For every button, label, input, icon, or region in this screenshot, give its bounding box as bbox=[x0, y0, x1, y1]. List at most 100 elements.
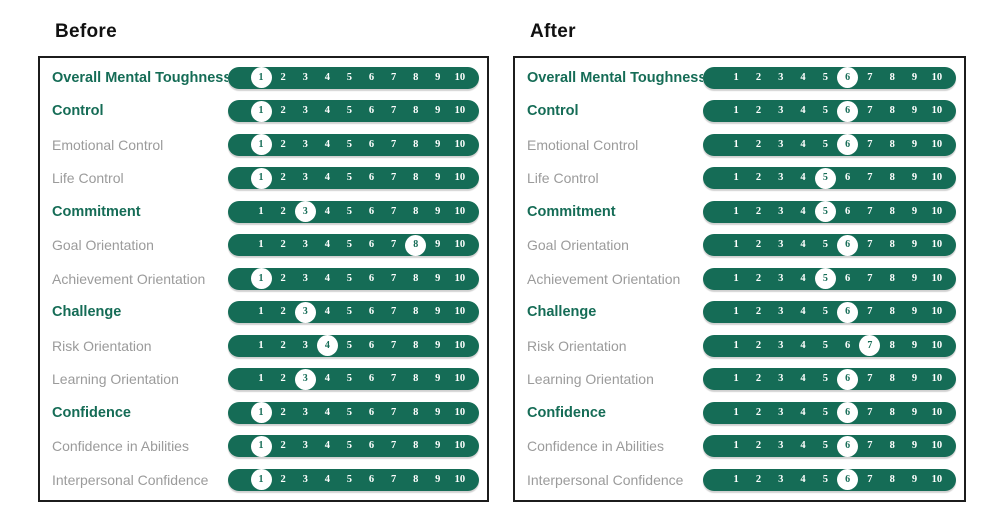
scale-number: 1 bbox=[733, 205, 739, 217]
scale-number: 7 bbox=[867, 473, 873, 485]
scale-number: 3 bbox=[302, 473, 308, 485]
scale-number: 3 bbox=[302, 440, 308, 451]
scale-number: 8 bbox=[413, 71, 419, 83]
scale-number: 2 bbox=[280, 272, 286, 284]
subscale-label: Goal Orientation bbox=[52, 237, 154, 254]
scale-number: 9 bbox=[911, 306, 918, 317]
scale-number: 10 bbox=[454, 105, 466, 116]
scale-number: 2 bbox=[280, 205, 286, 217]
scale-number: 9 bbox=[911, 272, 918, 284]
category-header-label: Overall Mental Toughness bbox=[527, 69, 703, 86]
category-header-label: Control bbox=[527, 103, 579, 120]
scale-number: 10 bbox=[454, 473, 466, 485]
rating-scale-pill: 1 2 3 4 5 6 7 8 9 10 bbox=[228, 200, 479, 223]
scale-number: 6 bbox=[836, 435, 859, 457]
scale-number: 3 bbox=[778, 138, 784, 150]
scale-number: 8 bbox=[413, 172, 419, 183]
scale-number: 9 bbox=[911, 105, 918, 116]
scale-number: 4 bbox=[324, 306, 330, 317]
scale-number: 1 bbox=[250, 134, 272, 156]
scale-number: 9 bbox=[911, 138, 918, 150]
rating-scale-pill: 1 2 3 4 5 6 7 8 9 10 bbox=[703, 167, 956, 190]
scale-number: 8 bbox=[889, 138, 895, 150]
score-row: Overall Mental Toughness 1 2 3 4 5 6 7 8 9 10 bbox=[527, 61, 956, 95]
score-row: Life Control 1 2 3 4 5 6 7 8 9 10 bbox=[52, 162, 479, 196]
score-row: Life Control 1 2 3 4 5 6 7 8 9 10 bbox=[527, 162, 956, 196]
subscale-label: Risk Orientation bbox=[527, 337, 627, 354]
scale-number: 4 bbox=[800, 71, 806, 83]
scale-number: 3 bbox=[778, 205, 784, 217]
scale-number: 7 bbox=[867, 71, 873, 83]
rating-scale-pill: 1 2 3 4 5 6 7 8 9 10 bbox=[703, 368, 956, 391]
scale-number: 9 bbox=[435, 473, 441, 485]
scale-number: 5 bbox=[346, 473, 353, 485]
subscale-label: Life Control bbox=[527, 170, 599, 187]
scale-number: 6 bbox=[368, 373, 375, 384]
selected-score-bubble: 5 bbox=[814, 201, 836, 223]
score-row: Emotional Control 1 2 3 4 5 6 7 8 9 10 bbox=[527, 128, 956, 162]
scale-number: 9 bbox=[911, 71, 918, 83]
score-row: Commitment 1 2 3 4 5 6 7 8 9 10 bbox=[52, 195, 479, 229]
scale-number: 5 bbox=[346, 406, 353, 418]
score-row: Interpersonal Confidence 1 2 3 4 5 6 7 8 9 10 bbox=[52, 463, 479, 497]
scale-number: 5 bbox=[822, 373, 828, 384]
scale-number: 2 bbox=[755, 71, 762, 83]
scale-number: 2 bbox=[755, 105, 762, 116]
scale-number: 5 bbox=[822, 105, 828, 116]
scale-number: 4 bbox=[324, 239, 330, 250]
category-header-label: Challenge bbox=[527, 304, 597, 321]
scale-number: 3 bbox=[778, 172, 784, 183]
scale-number: 9 bbox=[911, 373, 918, 384]
scale-number: 2 bbox=[755, 272, 762, 284]
after-title: After bbox=[530, 21, 576, 42]
scale-number: 8 bbox=[889, 339, 895, 351]
score-row: Achievement Orientation 1 2 3 4 5 6 7 8 9 10 bbox=[527, 262, 956, 296]
selected-score-bubble: 7 bbox=[859, 335, 881, 357]
score-row: Control 1 2 3 4 5 6 7 8 9 10 bbox=[527, 95, 956, 129]
scale-number: 3 bbox=[778, 473, 784, 485]
scale-number: 2 bbox=[755, 239, 762, 250]
scale-number: 6 bbox=[368, 440, 375, 451]
scale-number: 1 bbox=[733, 406, 739, 418]
scale-number: 10 bbox=[931, 272, 943, 284]
selected-score-bubble: 6 bbox=[837, 100, 859, 122]
scale-number: 2 bbox=[280, 172, 286, 183]
scale-number: 4 bbox=[800, 138, 806, 150]
selected-score-bubble: 1 bbox=[250, 402, 272, 424]
rating-scale-pill: 1 2 3 4 5 6 7 8 9 10 bbox=[703, 435, 956, 458]
scale-number: 9 bbox=[435, 105, 441, 116]
scale-number: 5 bbox=[814, 268, 836, 290]
category-header-label: Overall Mental Toughness bbox=[52, 69, 228, 86]
scale-number: 4 bbox=[324, 71, 330, 83]
scale-number: 2 bbox=[280, 71, 286, 83]
scale-number: 3 bbox=[302, 71, 308, 83]
scale-number: 7 bbox=[867, 306, 873, 317]
scale-number: 6 bbox=[368, 138, 375, 150]
category-header-label: Confidence bbox=[52, 404, 131, 421]
selected-score-bubble: 1 bbox=[250, 469, 272, 491]
scale-number: 5 bbox=[814, 201, 836, 223]
scale-number: 4 bbox=[324, 373, 330, 384]
scale-number: 8 bbox=[889, 473, 895, 485]
scale-number: 6 bbox=[836, 134, 859, 156]
category-header-label: Control bbox=[52, 103, 104, 120]
scale-number: 7 bbox=[867, 239, 873, 250]
scale-number: 4 bbox=[800, 272, 806, 284]
scale-number: 7 bbox=[390, 138, 397, 150]
scale-number: 8 bbox=[413, 306, 419, 317]
scale-number: 8 bbox=[413, 138, 419, 150]
score-row: Confidence 1 2 3 4 5 6 7 8 9 10 bbox=[52, 396, 479, 430]
scale-number: 10 bbox=[454, 339, 466, 351]
scale-number: 8 bbox=[889, 306, 895, 317]
scale-number: 10 bbox=[931, 306, 943, 317]
scale-number: 9 bbox=[435, 138, 441, 150]
scale-number: 4 bbox=[316, 335, 338, 357]
scale-number: 5 bbox=[822, 239, 828, 250]
rating-scale-pill: 1 2 3 4 5 6 7 8 9 10 bbox=[703, 100, 956, 123]
scale-number: 8 bbox=[413, 473, 419, 485]
scale-number: 7 bbox=[390, 71, 397, 83]
scale-number: 4 bbox=[324, 105, 330, 116]
scale-number: 10 bbox=[931, 339, 943, 351]
scale-number: 10 bbox=[931, 373, 943, 384]
scale-number: 10 bbox=[931, 205, 943, 217]
